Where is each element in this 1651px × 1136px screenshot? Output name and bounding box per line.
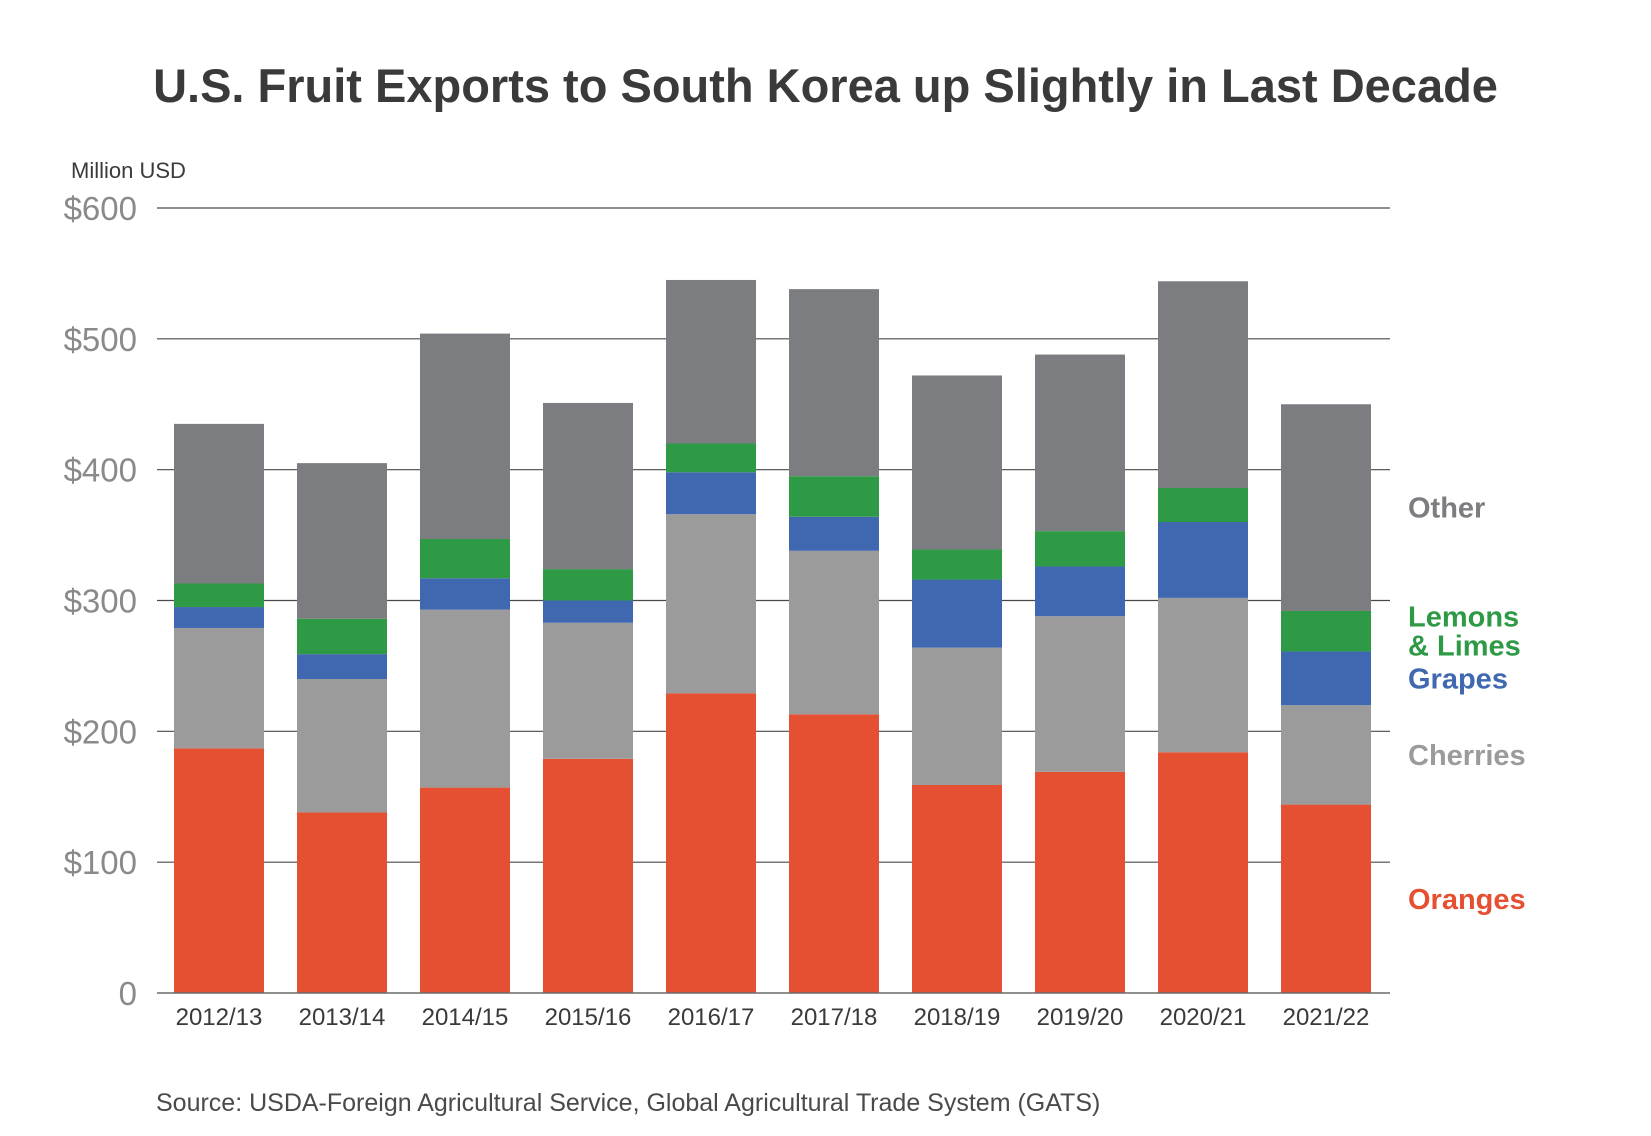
y-tick-label: $200 [64,713,137,750]
bar-segment-cherries [912,647,1002,785]
bar-segment-other [297,463,387,619]
bar-segment-grapes [1035,566,1125,617]
x-tick-label: 2012/13 [176,1004,263,1031]
legend-label-cherries: Cherries [1408,740,1526,772]
bar-segment-oranges [1158,752,1248,993]
x-tick-label: 2019/20 [1037,1004,1124,1031]
bar-segment-oranges [1281,804,1371,993]
bar-segment-lemons-limes [912,549,1002,580]
bar-segment-oranges [420,787,510,993]
bar-segment-other [666,279,756,444]
legend-label-line: Grapes [1408,663,1508,695]
y-tick-label: $400 [64,452,137,489]
bar-segment-oranges [297,812,387,993]
bar-segment-other [543,402,633,570]
bar-segment-cherries [666,514,756,694]
bar-segment-grapes [174,607,264,628]
source-note: Source: USDA-Foreign Agricultural Servic… [156,1089,1101,1117]
bar-segment-grapes [1158,522,1248,598]
bar-segment-cherries [1281,705,1371,805]
x-tick-label: 2020/21 [1160,1004,1247,1031]
bar-segment-cherries [543,622,633,759]
bar-segment-grapes [297,654,387,679]
bar-segment-grapes [666,472,756,515]
bar-segment-other [789,289,879,477]
bar-segment-oranges [912,784,1002,993]
x-tick-label: 2013/14 [299,1004,386,1031]
bar-segment-other [1281,404,1371,611]
bar-segment-oranges [174,748,264,993]
x-tick-label: 2017/18 [791,1004,878,1031]
legend-label-line: Lemons [1408,602,1519,634]
legend-label-line: & Limes [1408,631,1521,663]
y-tick-label: 0 [119,975,137,1012]
bar-segment-other [174,423,264,584]
bar-segment-cherries [789,550,879,715]
bar-segment-oranges [543,758,633,993]
bar-segment-lemons-limes [297,618,387,655]
legend-label-line: Oranges [1408,884,1526,916]
bar-segment-lemons-limes [666,443,756,473]
bar-segment-grapes [543,600,633,623]
bar-segment-grapes [1281,651,1371,706]
bar-segment-cherries [1035,616,1125,772]
legend-label-grapes: Grapes [1408,663,1508,695]
bar-segment-other [912,375,1002,550]
y-tick-label: $100 [64,844,137,881]
bar-segment-cherries [1158,597,1248,753]
legend-label-line: Cherries [1408,740,1526,772]
bar-segment-oranges [789,714,879,993]
y-tick-label: $600 [64,190,137,227]
bar-segment-grapes [420,578,510,610]
x-tick-label: 2016/17 [668,1004,755,1031]
bar-segment-other [1035,354,1125,532]
bar-segment-lemons-limes [1158,487,1248,522]
bar-segment-oranges [666,693,756,993]
x-tick-label: 2014/15 [422,1004,509,1031]
bar-segment-grapes [912,579,1002,648]
bar-segment-cherries [297,679,387,813]
axes: 0 $100 $200 $300 $400 $500 $600 2012/13 2013/14 2… [64,190,1390,1031]
bars [174,279,1371,993]
x-tick-label: 2015/16 [545,1004,632,1031]
bar-segment-cherries [174,627,264,749]
bar-segment-grapes [789,516,879,551]
bar-segment-lemons-limes [543,569,633,601]
legend-label-other: Other [1408,493,1485,525]
legend-label-lemons-limes: Lemons & Limes [1408,602,1521,663]
x-tick-label: 2021/22 [1283,1004,1370,1031]
bar-segment-other [1158,281,1248,488]
bar-segment-oranges [1035,771,1125,993]
legend-label-oranges: Oranges [1408,884,1526,916]
bar-segment-cherries [420,609,510,788]
y-axis-unit-label: Million USD [71,158,186,183]
chart-title: U.S. Fruit Exports to South Korea up Sli… [153,59,1498,112]
x-tick-label: 2018/19 [914,1004,1001,1031]
y-tick-label: $500 [64,321,137,358]
bar-segment-lemons-limes [1281,610,1371,652]
bar-segment-lemons-limes [174,583,264,608]
bar-segment-lemons-limes [420,539,510,579]
bar-segment-other [420,333,510,540]
legend-label-line: Other [1408,493,1485,525]
bar-segment-lemons-limes [789,476,879,517]
bar-segment-lemons-limes [1035,531,1125,567]
y-tick-label: $300 [64,583,137,620]
